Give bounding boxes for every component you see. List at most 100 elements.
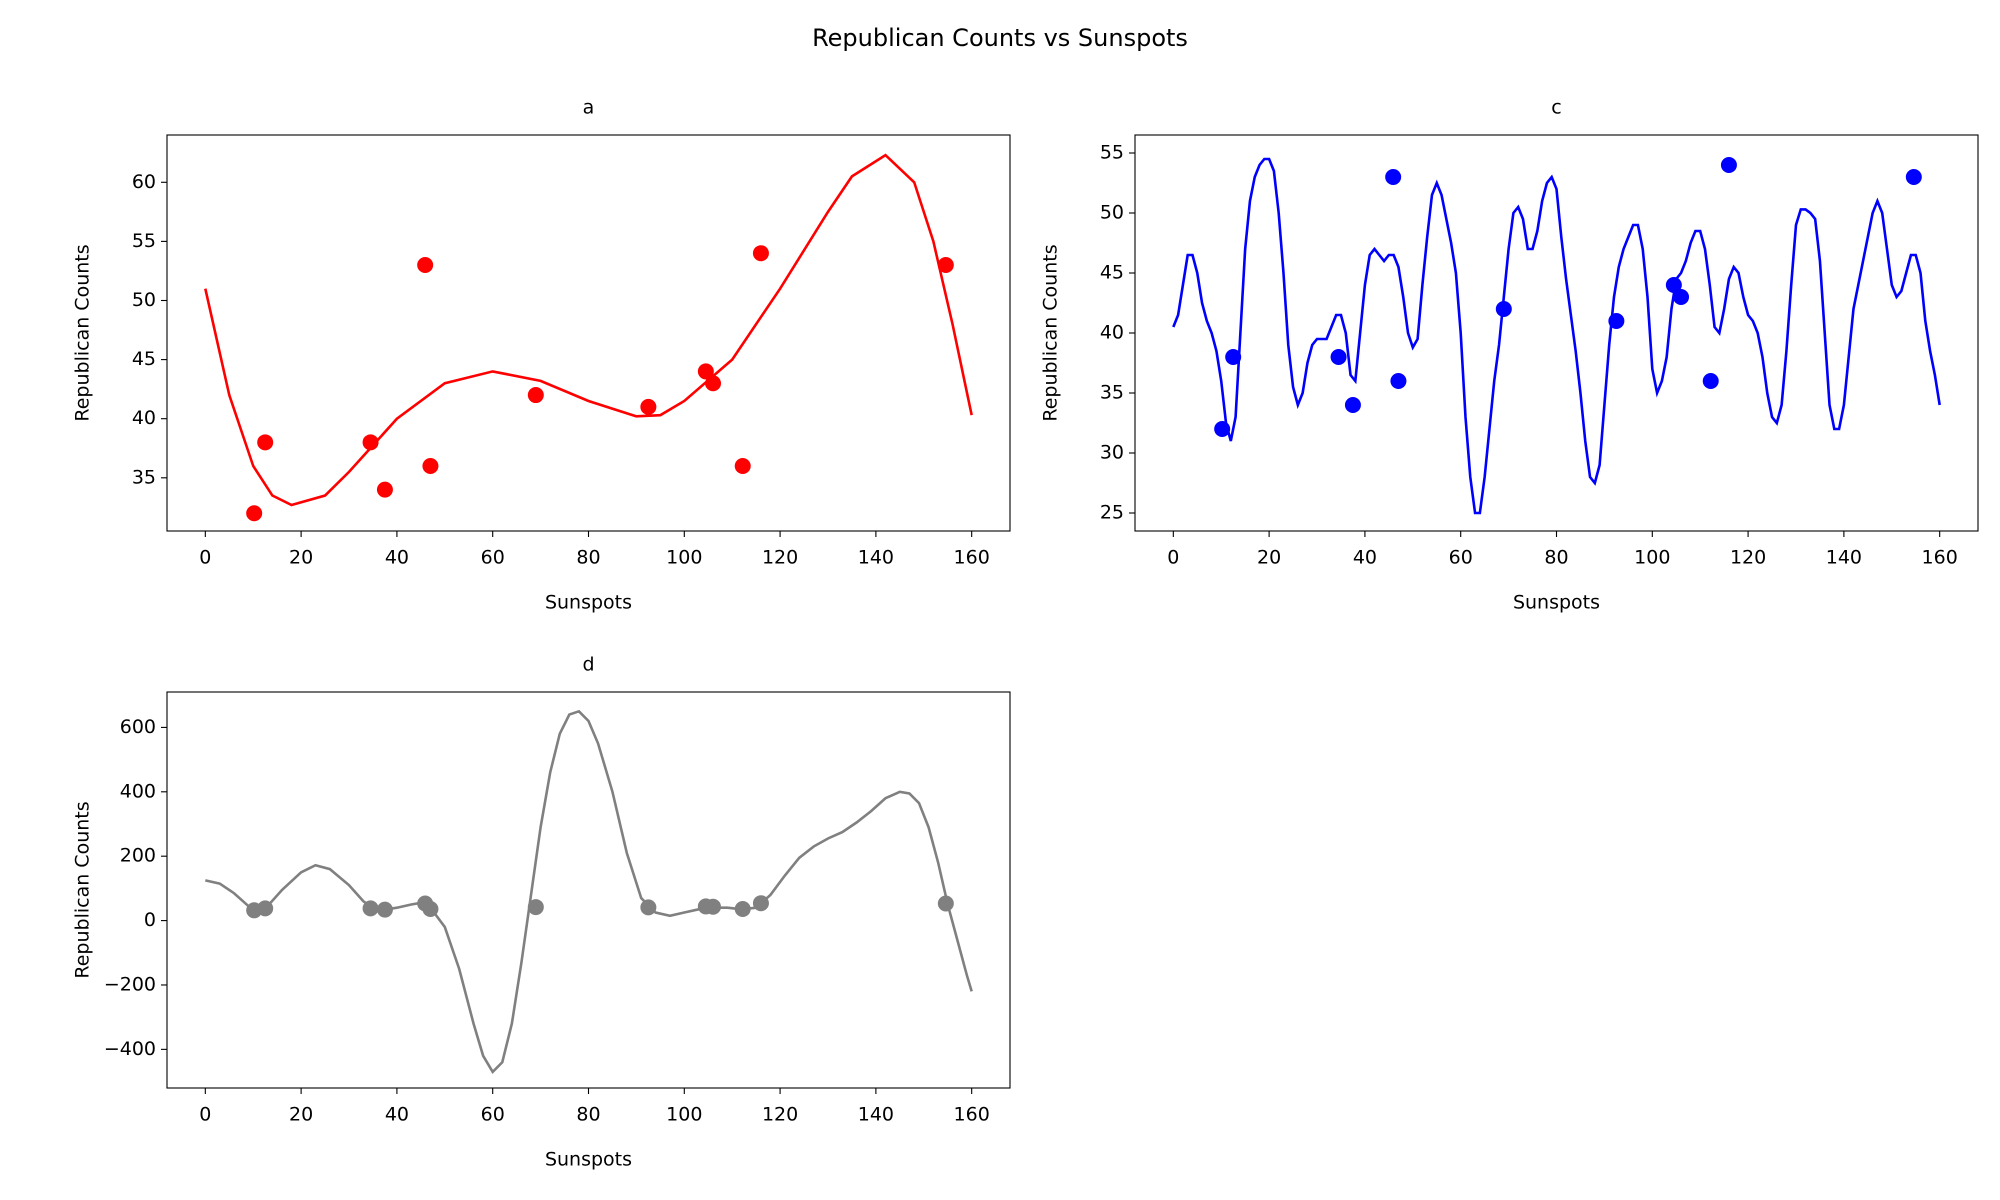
axes-frame [1134,134,1979,532]
y-tick-label: 0 [144,909,156,931]
x-tick-label: 0 [199,1104,211,1126]
x-tick-label: 0 [1167,547,1179,569]
y-tick-label: 55 [1100,142,1124,164]
data-point [1608,313,1625,329]
data-point [752,895,769,912]
data-point [1702,373,1719,389]
data-point [1225,349,1242,365]
x-tick-label: 20 [289,1104,313,1126]
plot-area [205,709,973,1075]
subplot: d Sunspots Republican Counts 0 20 40 60 80 100 12… [72,654,1011,1171]
x-tick-label: 100 [666,547,702,569]
y-tick-label: −200 [104,973,156,995]
fit-curve [205,709,973,1075]
data-point [752,245,769,262]
x-tick-label: 140 [858,547,894,569]
subplot-title: d [582,654,594,676]
data-point [640,398,657,415]
x-tick-label: 160 [954,1104,990,1126]
y-tick-label: 200 [120,845,156,867]
y-tick-label: 40 [132,407,156,429]
fit-curve [204,153,973,507]
data-point [937,895,954,912]
data-point [422,457,439,474]
x-tick-label: 80 [576,547,600,569]
x-axis-label: Sunspots [545,1149,632,1171]
data-point [705,898,722,915]
data-point [527,899,544,916]
y-tick-label: 50 [132,289,156,311]
x-tick-label: 80 [1544,547,1568,569]
x-tick-label: 160 [954,547,990,569]
data-point [257,434,274,451]
plot-area [1172,157,1941,515]
data-point [376,901,393,918]
data-point [362,434,379,451]
data-point [937,257,954,274]
x-tick-label: 120 [762,1104,798,1126]
x-axis-label: Sunspots [545,592,632,614]
y-tick-label: 25 [1100,502,1124,524]
subplot-title: a [583,97,595,119]
data-point [734,900,751,917]
x-tick-label: 60 [481,1104,505,1126]
x-axis-label: Sunspots [1513,592,1600,614]
data-point [422,900,439,917]
y-tick-label: 60 [132,171,156,193]
data-point [1665,277,1682,293]
data-point [1344,397,1361,413]
data-point [1720,157,1737,173]
subplot: a Sunspots Republican Counts 0 20 40 60 80 100 12… [72,97,1011,614]
data-point [257,900,274,917]
data-point [705,375,722,392]
y-axis-label: Republican Counts [72,244,94,421]
subplot-title: c [1551,97,1561,119]
y-tick-label: 40 [1100,322,1124,344]
x-tick-label: 60 [481,547,505,569]
axes-frame [166,134,1011,532]
data-point [697,363,714,380]
x-tick-label: 160 [1922,547,1958,569]
y-tick-label: 45 [132,348,156,370]
x-tick-label: 40 [1353,547,1377,569]
data-point [1673,289,1690,305]
data-point [1495,301,1512,317]
x-tick-label: 140 [1826,547,1862,569]
x-tick-label: 100 [666,1104,702,1126]
y-tick-label: 30 [1100,442,1124,464]
x-tick-label: 120 [1730,547,1766,569]
data-point [527,387,544,404]
x-tick-label: 0 [199,547,211,569]
data-point [640,899,657,916]
x-tick-label: 40 [385,547,409,569]
y-tick-label: 45 [1100,262,1124,284]
y-axis-label: Republican Counts [1040,244,1062,421]
x-tick-label: 100 [1634,547,1670,569]
data-point [1214,421,1231,437]
data-point [246,505,263,522]
y-tick-label: 35 [132,466,156,488]
data-point [1390,373,1407,389]
fit-curve [1172,157,1941,515]
x-tick-label: 20 [289,547,313,569]
data-point [734,457,751,474]
y-tick-label: −400 [104,1038,156,1060]
plot-area [204,153,973,522]
x-tick-label: 140 [858,1104,894,1126]
y-tick-label: 55 [132,230,156,252]
data-point [1385,169,1402,185]
x-tick-label: 80 [576,1104,600,1126]
y-tick-label: 600 [120,716,156,738]
data-point [417,257,434,274]
subplot: c Sunspots Republican Counts 0 20 40 60 80 100 12… [1040,97,1979,614]
data-point [1905,169,1922,185]
y-tick-label: 400 [120,780,156,802]
x-tick-label: 20 [1257,547,1281,569]
data-point [1330,349,1347,365]
y-tick-label: 35 [1100,382,1124,404]
x-tick-label: 40 [385,1104,409,1126]
data-point [376,481,393,498]
